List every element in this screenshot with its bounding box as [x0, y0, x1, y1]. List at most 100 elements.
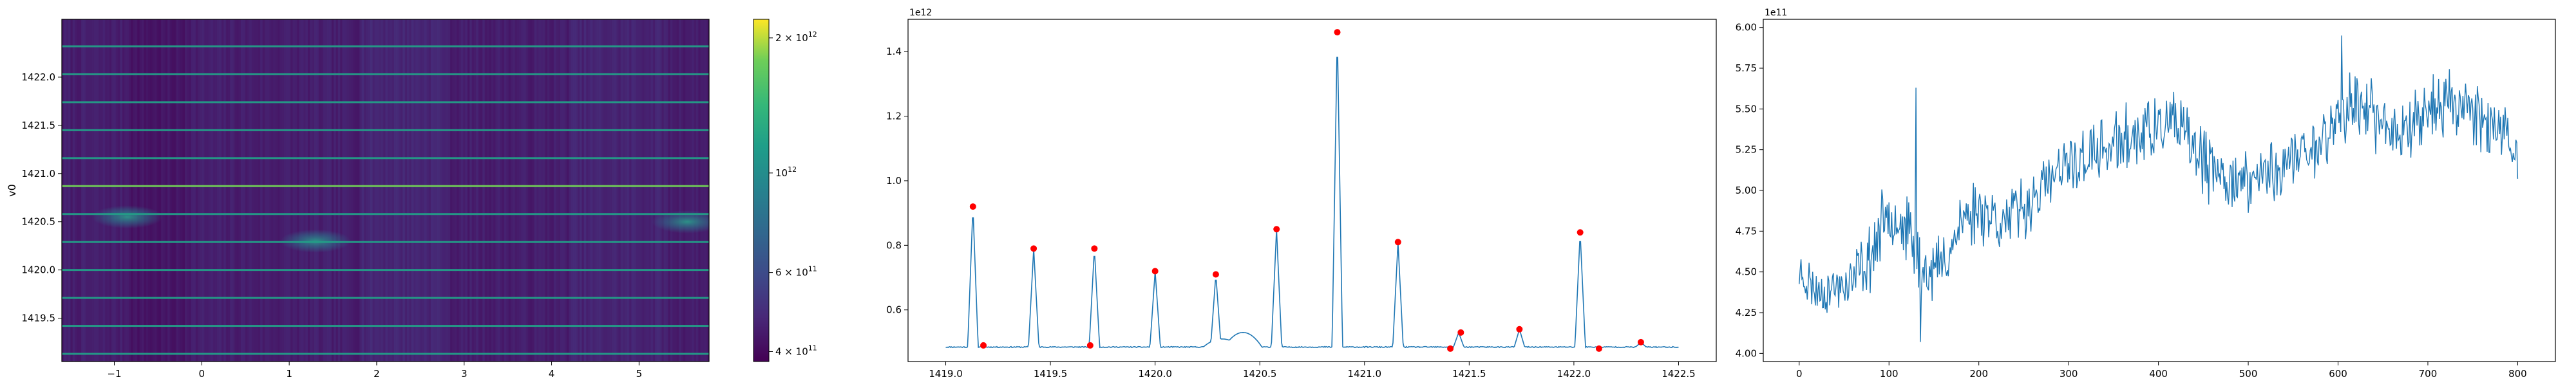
heatmap-column	[238, 19, 242, 362]
heatmap-column	[301, 19, 304, 362]
spectrum-peak-marker	[1086, 342, 1094, 349]
spectrum-x-tick-label: 1420.0	[1138, 368, 1172, 380]
heatmap-column	[463, 19, 466, 362]
heatmap-column	[390, 19, 393, 362]
heatmap-column	[264, 19, 267, 362]
heatmap-column	[476, 19, 479, 362]
timeseries-y-tick-label: 4.50	[1736, 266, 1757, 278]
heatmap-column	[133, 19, 136, 362]
heatmap-frame	[61, 19, 710, 362]
heatmap-column	[262, 19, 265, 362]
spectrum-y-tick-label: 1.4	[886, 46, 902, 57]
timeseries-x-tick-label: 300	[2060, 368, 2078, 380]
heatmap-column	[128, 19, 131, 362]
heatmap-column	[353, 19, 356, 362]
heatmap-column	[661, 19, 665, 362]
heatmap-column	[495, 19, 498, 362]
heatmap-column	[705, 19, 708, 362]
heatmap-x-tick-label: 4	[549, 368, 555, 380]
timeseries-y-tick-label: 5.50	[1736, 103, 1757, 115]
heatmap-bright-row	[62, 185, 709, 187]
heatmap-column	[609, 19, 612, 362]
heatmap-column	[163, 19, 166, 362]
heatmap-column	[113, 19, 117, 362]
heatmap-column	[102, 19, 106, 362]
heatmap-column	[465, 19, 468, 362]
heatmap-column	[178, 19, 181, 362]
heatmap-column	[532, 19, 535, 362]
heatmap-column	[549, 19, 553, 362]
heatmap-column	[614, 19, 617, 362]
timeseries-y-tick-label: 4.00	[1736, 347, 1757, 359]
timeseries-y-tick-label: 6.00	[1736, 22, 1757, 33]
heatmap-column	[286, 19, 289, 362]
heatmap-column	[556, 19, 559, 362]
spectrum-panel: 1e12 1419.0 1419.5 1420.0 1420.5 1421.0 1421.…	[886, 8, 1717, 380]
timeseries-series-line	[1799, 35, 2519, 342]
heatmap-column	[284, 19, 287, 362]
heatmap-column	[398, 19, 401, 362]
heatmap-x-ticks: −1 0 1 2 3 4 5	[107, 362, 642, 380]
spectrum-peak-marker	[1273, 226, 1280, 233]
heatmap-column	[202, 19, 205, 362]
heatmap-column	[355, 19, 358, 362]
heatmap-x-tick-label: −1	[107, 368, 121, 380]
heatmap-column	[566, 19, 569, 362]
heatmap-column	[536, 19, 539, 362]
heatmap-column	[618, 19, 621, 362]
spectrum-peak-marker	[1637, 338, 1644, 345]
spectrum-y-tick-label: 0.6	[886, 304, 902, 316]
heatmap-column	[433, 19, 436, 362]
heatmap-column	[663, 19, 667, 362]
spectrum-series-line	[945, 57, 1679, 349]
heatmap-column	[174, 19, 177, 362]
heatmap-column	[629, 19, 632, 362]
heatmap-column	[642, 19, 645, 362]
heatmap-column	[513, 19, 516, 362]
heatmap-column	[236, 19, 240, 362]
heatmap-bright-row	[62, 45, 709, 48]
heatmap-column	[336, 19, 339, 362]
heatmap-column	[484, 19, 488, 362]
heatmap-column	[478, 19, 481, 362]
heatmap-column	[72, 19, 75, 362]
spectrum-x-tick-label: 1421.0	[1348, 368, 1382, 380]
heatmap-column	[446, 19, 449, 362]
heatmap-column	[473, 19, 477, 362]
heatmap-column	[471, 19, 475, 362]
heatmap-column	[374, 19, 377, 362]
heatmap-column	[66, 19, 69, 362]
heatmap-column	[620, 19, 623, 362]
heatmap-bright-row	[62, 325, 709, 327]
heatmap-column	[625, 19, 628, 362]
heatmap-column	[681, 19, 684, 362]
heatmap-column	[420, 19, 423, 362]
heatmap-column	[571, 19, 574, 362]
heatmap-column	[521, 19, 524, 362]
heatmap-column	[393, 19, 397, 362]
heatmap-column	[357, 19, 360, 362]
heatmap-column	[482, 19, 486, 362]
heatmap-column	[141, 19, 144, 362]
heatmap-column	[666, 19, 668, 362]
heatmap-column	[577, 19, 580, 362]
timeseries-panel: 1e11 0 100 200 300 400 500 600 700 800 4.004.254…	[1736, 8, 2556, 380]
heatmap-y-tick-label: 1420.5	[22, 216, 56, 228]
heatmap-column	[314, 19, 317, 362]
heatmap-column	[607, 19, 611, 362]
heatmap-column	[586, 19, 589, 362]
heatmap-column	[316, 19, 319, 362]
heatmap-column	[534, 19, 537, 362]
heatmap-column	[500, 19, 502, 362]
heatmap-column	[493, 19, 496, 362]
heatmap-column	[187, 19, 190, 362]
heatmap-column	[126, 19, 129, 362]
heatmap-column	[214, 19, 218, 362]
heatmap-column	[655, 19, 658, 362]
heatmap-column	[234, 19, 237, 362]
timeseries-x-tick-label: 200	[1969, 368, 1988, 380]
heatmap-column	[148, 19, 151, 362]
heatmap-column	[583, 19, 587, 362]
heatmap-column	[627, 19, 630, 362]
heatmap-column	[603, 19, 606, 362]
